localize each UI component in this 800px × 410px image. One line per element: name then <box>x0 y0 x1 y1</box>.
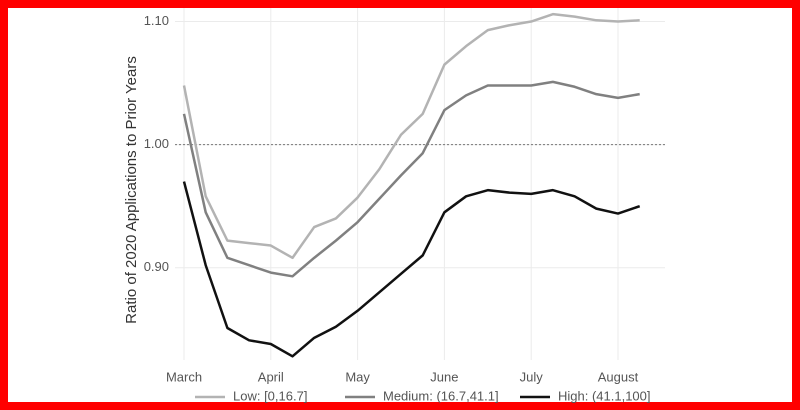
series-line <box>182 80 640 278</box>
x-tick-label: August <box>598 369 639 384</box>
legend-label: Low: [0,16.7] <box>233 388 307 403</box>
y-tick-label: 1.10 <box>144 13 169 28</box>
y-axis-label: Ratio of 2020 Applications to Prior Year… <box>123 56 140 324</box>
legend-label: High: (41.1,100] <box>558 388 651 403</box>
y-tick-label: 0.90 <box>144 259 169 274</box>
y-tick-label: 1.00 <box>144 136 169 151</box>
legend-label: Medium: (16.7,41.1] <box>383 388 499 403</box>
series-line <box>182 12 640 260</box>
series-line <box>182 181 641 358</box>
x-tick-label: April <box>258 369 284 384</box>
x-tick-label: March <box>166 369 202 384</box>
x-tick-label: July <box>520 369 544 384</box>
x-tick-label: May <box>345 369 370 384</box>
x-tick-label: June <box>430 369 458 384</box>
